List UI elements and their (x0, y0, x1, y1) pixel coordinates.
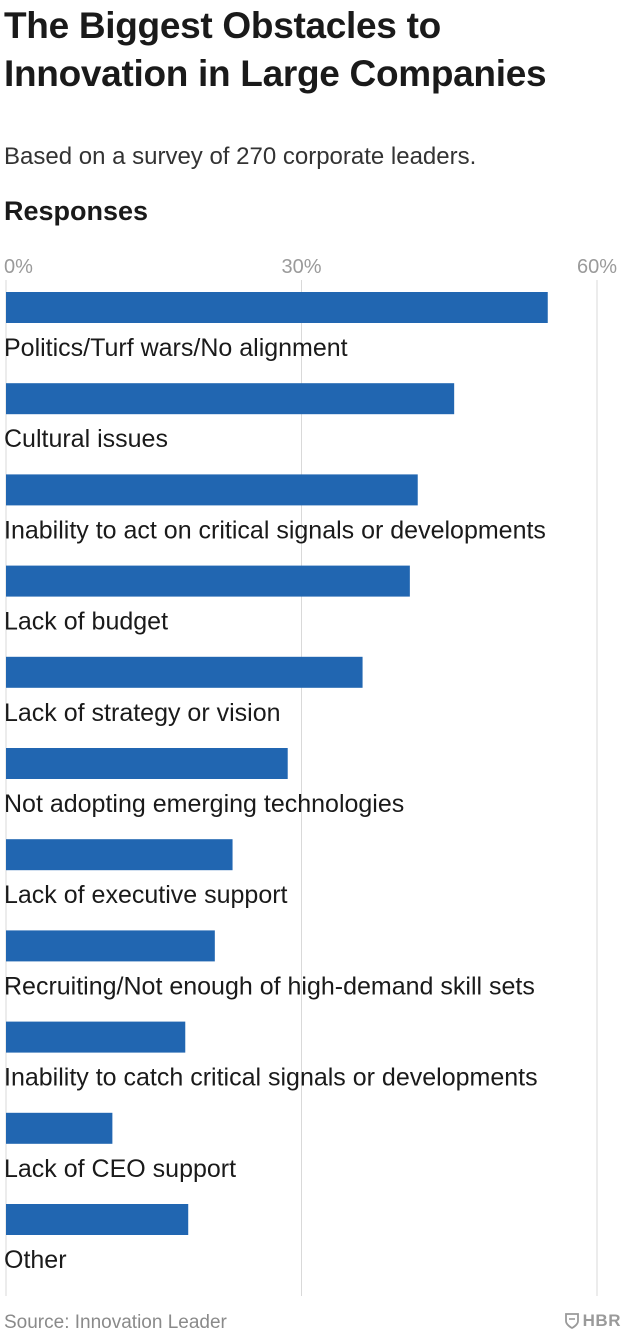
category-label: Other (4, 1246, 67, 1274)
bar (6, 565, 410, 597)
x-tick-label: 30% (281, 256, 321, 278)
x-tick-label: 60% (577, 256, 617, 278)
x-axis-title: Responses (4, 196, 149, 226)
bar-chart: 0% 30% 60% Politics/Turf wars/No alignment… (4, 256, 617, 1296)
source-note: Source: Innovation Leader (4, 1312, 227, 1333)
bar (6, 1021, 186, 1053)
x-tick-label: 0% (4, 256, 33, 278)
category-label: Not adopting emerging technologies (4, 790, 404, 818)
shield-icon (564, 1313, 579, 1329)
x-axis-ticks: 0% 30% 60% (4, 256, 617, 278)
category-label: Lack of budget (4, 608, 168, 636)
bar (6, 748, 288, 779)
brand-name: HBR (582, 1311, 621, 1330)
bar (6, 1204, 189, 1235)
category-label: Lack of strategy or vision (4, 699, 281, 727)
category-label: Recruiting/Not enough of high-demand ski… (4, 972, 535, 1000)
category-label: Cultural issues (4, 425, 168, 453)
category-labels: Politics/Turf wars/No alignment Cultural … (4, 334, 546, 1274)
publisher-logo: HBR (564, 1311, 621, 1331)
bars (6, 292, 548, 1235)
category-label: Lack of CEO support (4, 1155, 236, 1183)
chart-title: The Biggest Obstacles to Innovation in L… (4, 5, 547, 94)
category-label: Politics/Turf wars/No alignment (4, 334, 348, 362)
bar (6, 656, 363, 688)
bar (6, 839, 233, 871)
bar (6, 383, 455, 415)
category-label: Lack of executive support (4, 881, 288, 909)
chart-subtitle: Based on a survey of 270 corporate leade… (4, 143, 477, 170)
bar (6, 292, 548, 323)
bar (6, 930, 215, 962)
bar (6, 474, 418, 506)
category-label: Inability to catch critical signals or d… (4, 1064, 538, 1092)
category-label: Inability to act on critical signals or … (4, 516, 546, 544)
bar (6, 1112, 113, 1144)
